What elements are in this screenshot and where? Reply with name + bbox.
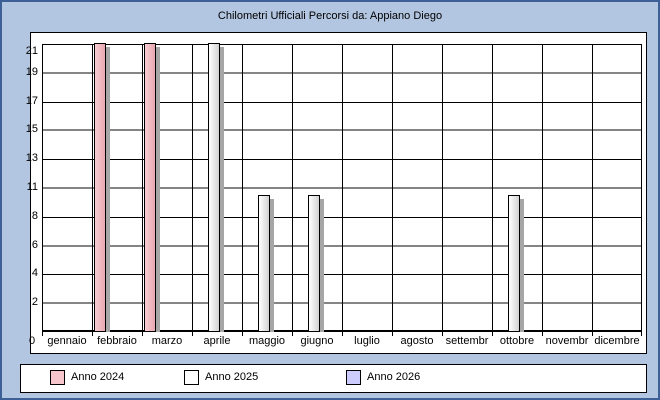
legend-label: Anno 2024 xyxy=(71,371,125,383)
chart-title: Chilometri Ufficiali Percorsi da: Appian… xyxy=(217,10,443,22)
legend-label: Anno 2026 xyxy=(367,371,421,383)
legend-swatch-anno-2024 xyxy=(50,370,65,385)
legend-swatch-anno-2026 xyxy=(346,370,361,385)
legend-swatch-anno-2025 xyxy=(184,370,199,385)
chart-panel xyxy=(30,32,647,354)
legend-box: Anno 2024 Anno 2025 Anno 2026 xyxy=(20,364,647,393)
legend-label: Anno 2025 xyxy=(205,371,259,383)
